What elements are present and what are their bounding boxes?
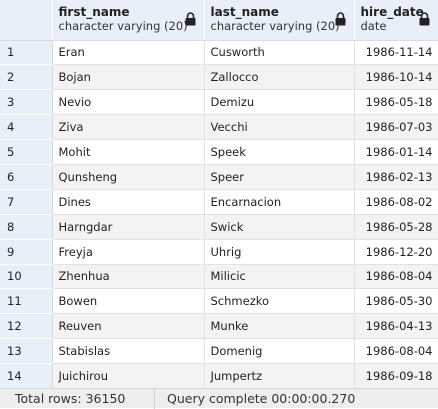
cell-first-name[interactable]: Eran (52, 40, 205, 66)
cell-last-name[interactable]: Domenig (204, 338, 355, 365)
total-rows-label: Total rows: 36150 (15, 391, 126, 406)
row-number[interactable]: 1 (0, 40, 53, 66)
column-type: date (360, 19, 387, 33)
cell-first-name[interactable]: Bojan (52, 64, 205, 91)
cell-last-name[interactable]: Schmezko (204, 288, 355, 315)
row-number[interactable]: 6 (0, 164, 53, 190)
status-bar: Total rows: 36150 Query complete 00:00:0… (0, 388, 438, 409)
table-row[interactable]: 6 Qunsheng Speer 1986-02-13 (0, 164, 438, 190)
cell-hire-date[interactable]: 1986-05-18 (354, 89, 438, 116)
cell-hire-date[interactable]: 1986-10-14 (354, 64, 438, 91)
column-name: first_name (58, 5, 130, 19)
cell-hire-date[interactable]: 1986-11-14 (354, 40, 438, 66)
cell-last-name[interactable]: Zallocco (204, 64, 355, 91)
row-number[interactable]: 9 (0, 239, 53, 265)
row-number[interactable]: 4 (0, 114, 53, 141)
row-number[interactable]: 2 (0, 64, 53, 91)
table-row[interactable]: 7 Dines Encarnacion 1986-08-02 (0, 189, 438, 215)
cell-hire-date[interactable]: 1986-08-02 (354, 189, 438, 215)
column-name: last_name (210, 5, 279, 19)
column-header-last-name[interactable]: last_name character varying (20) (204, 0, 355, 41)
row-number[interactable]: 3 (0, 89, 53, 116)
table-row[interactable]: 14 Juichirou Jumpertz 1986-09-18 (0, 363, 438, 389)
cell-hire-date[interactable]: 1986-05-28 (354, 214, 438, 240)
cell-last-name[interactable]: Cusworth (204, 40, 355, 66)
cell-hire-date[interactable]: 1986-08-04 (354, 264, 438, 290)
cell-last-name[interactable]: Swick (204, 214, 355, 240)
table-row[interactable]: 12 Reuven Munke 1986-04-13 (0, 313, 438, 340)
cell-hire-date[interactable]: 1986-08-04 (354, 338, 438, 365)
cell-last-name[interactable]: Speer (204, 164, 355, 190)
column-header-first-name[interactable]: first_name character varying (20) (52, 0, 205, 41)
cell-hire-date[interactable]: 1986-05-30 (354, 288, 438, 315)
lock-icon (185, 12, 195, 26)
cell-last-name[interactable]: Munke (204, 313, 355, 340)
cell-first-name[interactable]: Bowen (52, 288, 205, 315)
cell-last-name[interactable]: Demizu (204, 89, 355, 116)
cell-hire-date[interactable]: 1986-02-13 (354, 164, 438, 190)
table-row[interactable]: 11 Bowen Schmezko 1986-05-30 (0, 288, 438, 315)
cell-last-name[interactable]: Speek (204, 139, 355, 165)
query-status-label: Query complete 00:00:00.270 (167, 391, 356, 406)
cell-last-name[interactable]: Jumpertz (204, 363, 355, 389)
row-number[interactable]: 12 (0, 313, 53, 340)
cell-first-name[interactable]: Juichirou (52, 363, 205, 389)
cell-first-name[interactable]: Qunsheng (52, 164, 205, 190)
cell-first-name[interactable]: Mohit (52, 139, 205, 165)
row-number[interactable]: 8 (0, 214, 53, 240)
cell-hire-date[interactable]: 1986-01-14 (354, 139, 438, 165)
lock-icon (419, 12, 429, 26)
table-row[interactable]: 10 Zhenhua Milicic 1986-08-04 (0, 264, 438, 290)
cell-last-name[interactable]: Encarnacion (204, 189, 355, 215)
row-number[interactable]: 11 (0, 288, 53, 315)
status-divider (154, 388, 155, 409)
cell-first-name[interactable]: Reuven (52, 313, 205, 340)
table-row[interactable]: 1 Eran Cusworth 1986-11-14 (0, 40, 438, 66)
row-number[interactable]: 14 (0, 363, 53, 389)
row-number[interactable]: 5 (0, 139, 53, 165)
column-name: hire_date (360, 5, 424, 19)
table-row[interactable]: 5 Mohit Speek 1986-01-14 (0, 139, 438, 165)
cell-first-name[interactable]: Harngdar (52, 214, 205, 240)
row-number-header[interactable] (0, 0, 53, 41)
cell-last-name[interactable]: Vecchi (204, 114, 355, 141)
table-row[interactable]: 8 Harngdar Swick 1986-05-28 (0, 214, 438, 240)
cell-first-name[interactable]: Freyja (52, 239, 205, 265)
cell-last-name[interactable]: Uhrig (204, 239, 355, 265)
cell-hire-date[interactable]: 1986-09-18 (354, 363, 438, 389)
header-row: first_name character varying (20) last_n… (0, 0, 438, 41)
column-type: character varying (20) (58, 19, 188, 33)
table-row[interactable]: 3 Nevio Demizu 1986-05-18 (0, 89, 438, 116)
cell-first-name[interactable]: Dines (52, 189, 205, 215)
lock-icon (335, 12, 345, 26)
row-number[interactable]: 10 (0, 264, 53, 290)
cell-hire-date[interactable]: 1986-07-03 (354, 114, 438, 141)
table-row[interactable]: 2 Bojan Zallocco 1986-10-14 (0, 64, 438, 91)
table-row[interactable]: 4 Ziva Vecchi 1986-07-03 (0, 114, 438, 141)
row-number[interactable]: 13 (0, 338, 53, 365)
cell-first-name[interactable]: Ziva (52, 114, 205, 141)
column-header-hire-date[interactable]: hire_date date (354, 0, 438, 41)
cell-first-name[interactable]: Nevio (52, 89, 205, 116)
results-grid: first_name character varying (20) last_n… (0, 0, 438, 389)
cell-hire-date[interactable]: 1986-04-13 (354, 313, 438, 340)
row-number[interactable]: 7 (0, 189, 53, 215)
column-type: character varying (20) (210, 19, 340, 33)
cell-first-name[interactable]: Zhenhua (52, 264, 205, 290)
cell-hire-date[interactable]: 1986-12-20 (354, 239, 438, 265)
table-row[interactable]: 13 Stabislas Domenig 1986-08-04 (0, 338, 438, 365)
cell-last-name[interactable]: Milicic (204, 264, 355, 290)
table-row[interactable]: 9 Freyja Uhrig 1986-12-20 (0, 239, 438, 265)
cell-first-name[interactable]: Stabislas (52, 338, 205, 365)
